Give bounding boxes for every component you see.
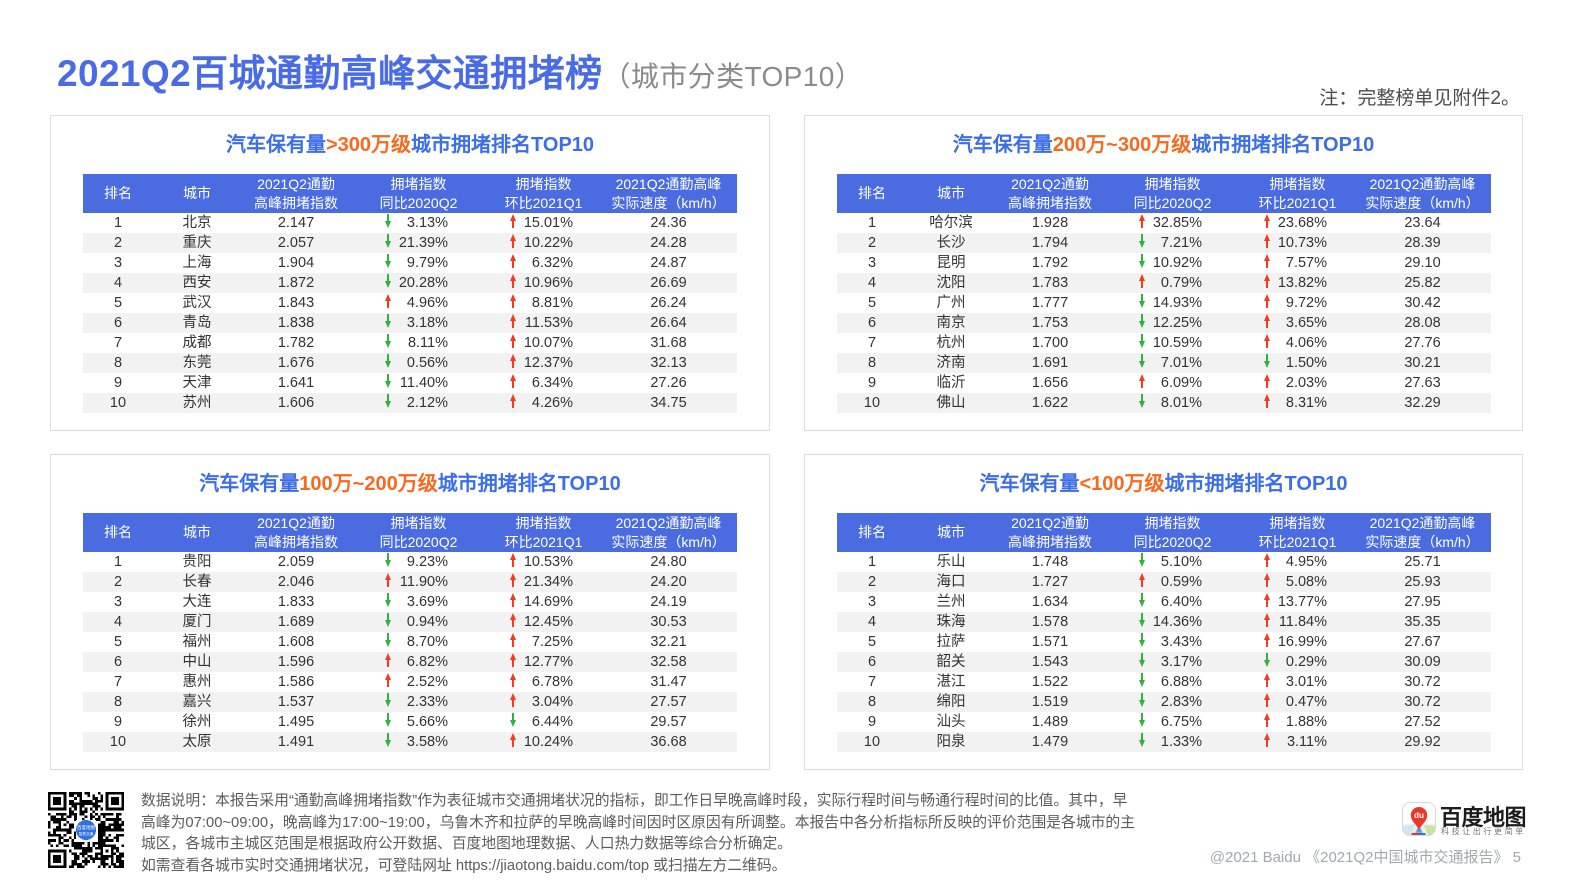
svg-text:百度地图: 百度地图 [77, 824, 95, 831]
svg-text:智慧交通: 智慧交通 [79, 831, 94, 836]
svg-text:du: du [1414, 811, 1424, 820]
